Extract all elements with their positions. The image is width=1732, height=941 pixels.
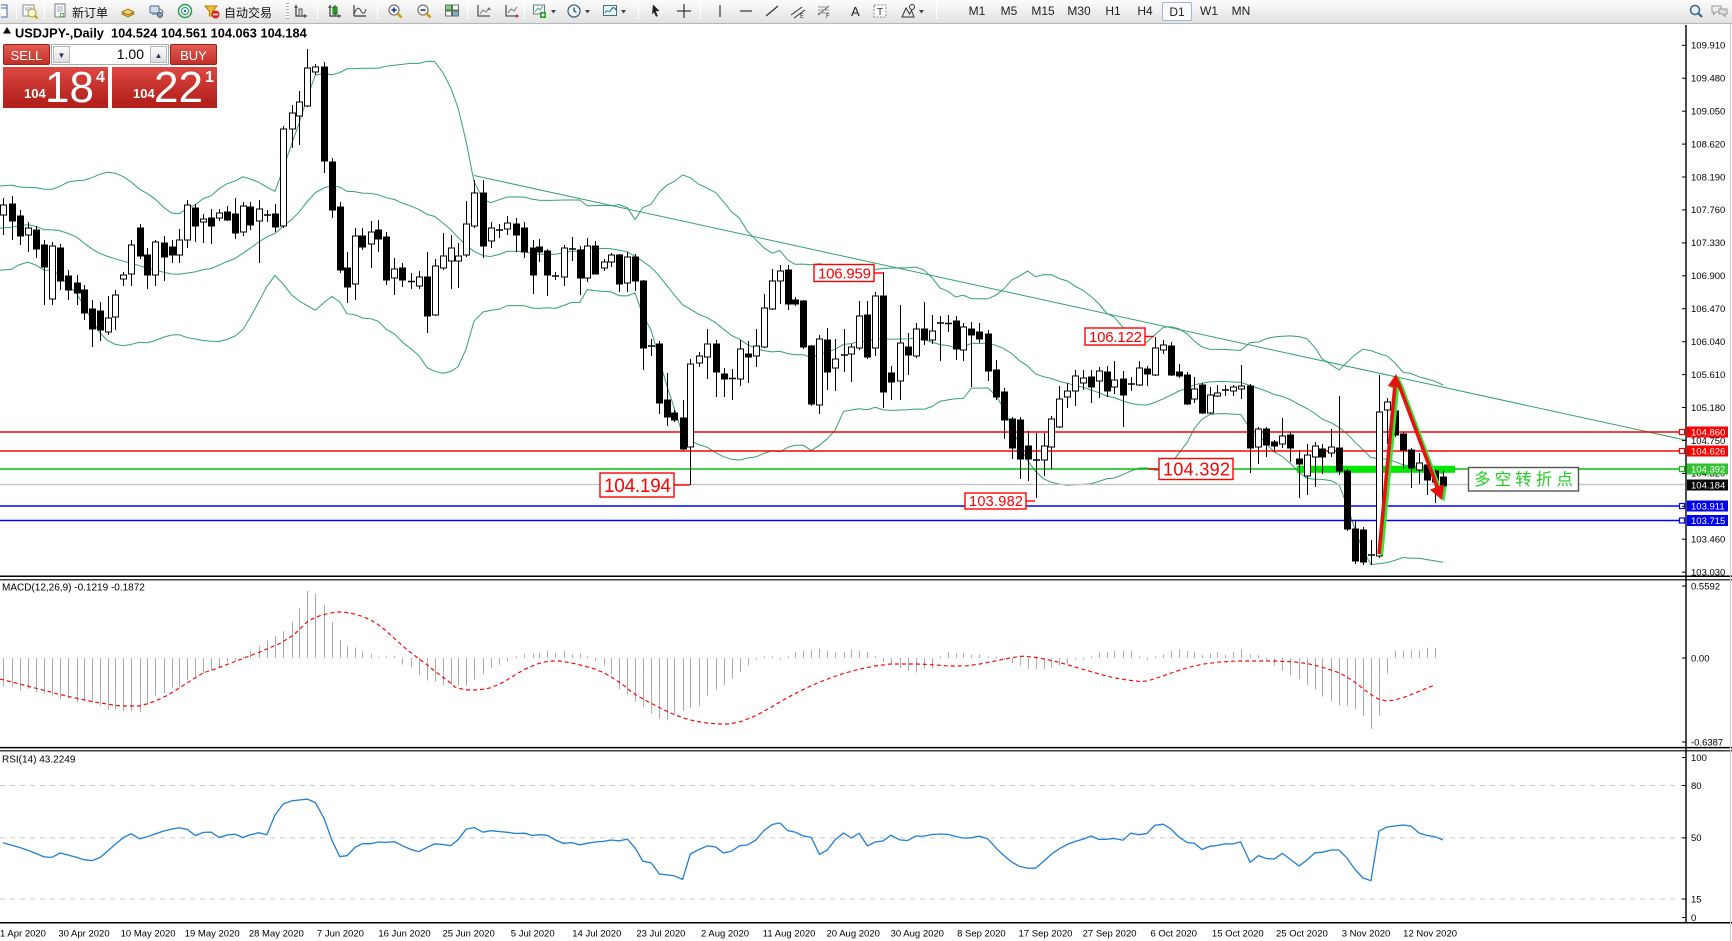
svg-text:105.610: 105.610: [1691, 370, 1725, 381]
svg-text:12 Nov 2020: 12 Nov 2020: [1403, 929, 1457, 940]
svg-text:106.040: 106.040: [1691, 337, 1725, 348]
svg-text:103.460: 103.460: [1691, 535, 1725, 546]
svg-text:109.050: 109.050: [1691, 107, 1725, 118]
svg-text:10 May 2020: 10 May 2020: [121, 929, 176, 940]
svg-text:T: T: [877, 7, 883, 18]
svg-text:多空转折点: 多空转折点: [1474, 470, 1573, 489]
svg-text:-0.6387: -0.6387: [1691, 737, 1723, 748]
svg-text:0.5592: 0.5592: [1691, 581, 1720, 592]
svg-text:11 Aug 2020: 11 Aug 2020: [763, 929, 816, 940]
svg-text:104.750: 104.750: [1691, 436, 1725, 447]
svg-text:28 May 2020: 28 May 2020: [249, 929, 304, 940]
svg-text:27 Sep 2020: 27 Sep 2020: [1083, 929, 1137, 940]
svg-text:3 Nov 2020: 3 Nov 2020: [1342, 929, 1391, 940]
svg-text:8 Sep 2020: 8 Sep 2020: [957, 929, 1006, 940]
svg-text:1 Apr 2020: 1 Apr 2020: [0, 929, 46, 940]
svg-text:0.00: 0.00: [1691, 653, 1710, 664]
svg-text:106.959: 106.959: [818, 265, 871, 282]
svg-text:103.030: 103.030: [1691, 568, 1725, 579]
svg-text:109.480: 109.480: [1691, 74, 1725, 85]
svg-text:104.194: 104.194: [604, 476, 671, 497]
svg-text:6 Oct 2020: 6 Oct 2020: [1150, 929, 1196, 940]
svg-text:F: F: [826, 14, 830, 19]
svg-text:80: 80: [1691, 781, 1702, 792]
svg-text:23 Jul 2020: 23 Jul 2020: [636, 929, 685, 940]
svg-text:25 Oct 2020: 25 Oct 2020: [1276, 929, 1328, 940]
svg-text:RSI(14) 43.2249: RSI(14) 43.2249: [2, 755, 76, 766]
svg-text:A: A: [851, 4, 860, 19]
svg-text:30 Apr 2020: 30 Apr 2020: [58, 929, 109, 940]
svg-text:19 May 2020: 19 May 2020: [185, 929, 240, 940]
svg-text:104.860: 104.860: [1691, 427, 1725, 438]
svg-text:USDJPY-,Daily 104.524 104.561: USDJPY-,Daily 104.524 104.561 104.063 10…: [15, 26, 308, 41]
svg-text:0: 0: [1691, 913, 1696, 924]
svg-text:50: 50: [1691, 833, 1702, 844]
svg-text:103.982: 103.982: [969, 494, 1023, 510]
svg-text:25 Jun 2020: 25 Jun 2020: [442, 929, 494, 940]
svg-text:104.392: 104.392: [1691, 464, 1725, 475]
svg-text:108.190: 108.190: [1691, 172, 1725, 183]
svg-text:104.184: 104.184: [1691, 480, 1725, 491]
svg-text:15: 15: [1691, 894, 1702, 905]
svg-text:16 Jun 2020: 16 Jun 2020: [378, 929, 430, 940]
svg-text:104.626: 104.626: [1691, 446, 1725, 457]
svg-text:15 Oct 2020: 15 Oct 2020: [1212, 929, 1264, 940]
svg-text:103.911: 103.911: [1691, 501, 1725, 512]
svg-text:7 Jun 2020: 7 Jun 2020: [317, 929, 364, 940]
svg-text:106.470: 106.470: [1691, 304, 1725, 315]
svg-text:103.715: 103.715: [1691, 516, 1725, 527]
svg-text:5 Jul 2020: 5 Jul 2020: [511, 929, 555, 940]
svg-text:MACD(12,26,9) -0.1219 -0.1872: MACD(12,26,9) -0.1219 -0.1872: [2, 583, 145, 594]
svg-text:107.330: 107.330: [1691, 238, 1725, 249]
svg-text:106.122: 106.122: [1089, 329, 1142, 346]
svg-text:105.180: 105.180: [1691, 403, 1725, 414]
svg-text:100: 100: [1691, 753, 1707, 764]
svg-text:20 Aug 2020: 20 Aug 2020: [827, 929, 880, 940]
svg-text:109.910: 109.910: [1691, 41, 1725, 52]
svg-text:107.760: 107.760: [1691, 205, 1725, 216]
svg-text:104.392: 104.392: [1163, 460, 1230, 480]
svg-text:30 Aug 2020: 30 Aug 2020: [891, 929, 944, 940]
svg-text:106.900: 106.900: [1691, 271, 1725, 282]
svg-text:14 Jul 2020: 14 Jul 2020: [572, 929, 621, 940]
svg-text:E: E: [800, 14, 804, 19]
svg-text:2 Aug 2020: 2 Aug 2020: [701, 929, 749, 940]
svg-text:108.620: 108.620: [1691, 139, 1725, 150]
svg-text:17 Sep 2020: 17 Sep 2020: [1019, 929, 1073, 940]
